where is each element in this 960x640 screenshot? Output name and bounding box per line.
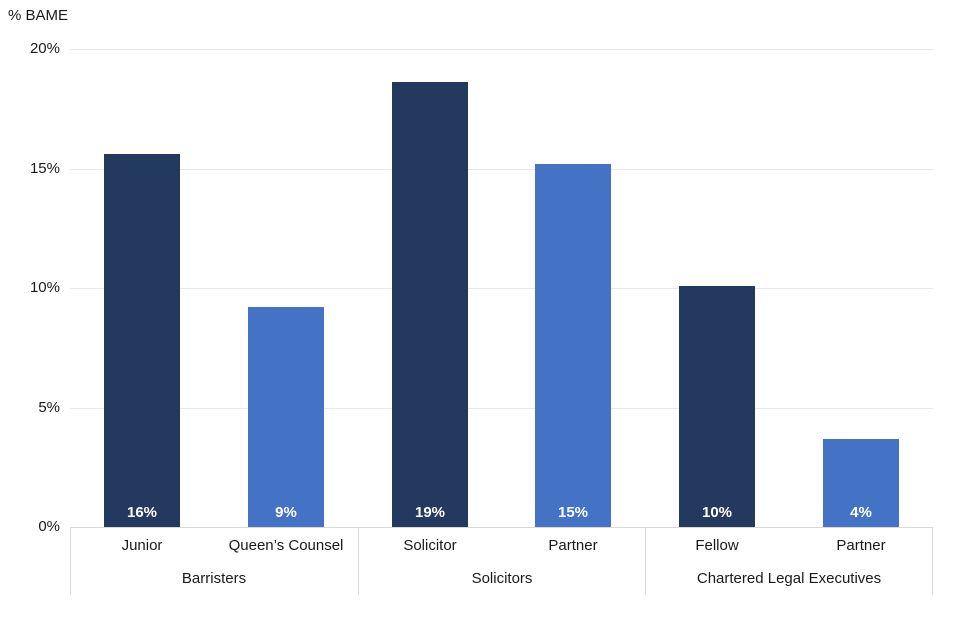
bar-data-label: 10% <box>701 504 733 521</box>
x-category-label-solicitor: Solicitor <box>403 537 457 554</box>
x-category-label-partner: Partner <box>836 537 886 554</box>
bar-solicitors-solicitor: 19% <box>392 82 468 527</box>
bar-data-label: 9% <box>275 504 297 521</box>
bar-data-label: 19% <box>414 504 446 521</box>
bar-chartered-legal-executives-fellow: 10% <box>679 286 755 527</box>
category-divider <box>645 528 646 595</box>
x-category-label-junior: Junior <box>121 537 163 554</box>
y-tick-label-5: 5% <box>38 399 60 416</box>
category-divider <box>932 528 933 595</box>
y-axis-title: % BAME <box>8 7 69 24</box>
category-divider <box>70 528 71 595</box>
bar-data-label: 4% <box>850 504 872 521</box>
gridline-20% <box>70 49 933 50</box>
y-tick-label-0: 0% <box>38 518 60 535</box>
category-divider <box>358 528 359 595</box>
x-group-label-solicitors: Solicitors <box>471 570 533 587</box>
x-group-label-chartered-legal-executives: Chartered Legal Executives <box>696 570 882 587</box>
x-category-label-queen-s-counsel: Queen’s Counsel <box>228 537 344 554</box>
gridline-5% <box>70 408 933 409</box>
bar-barristers-junior: 16% <box>104 154 180 527</box>
gridline-15% <box>70 169 933 170</box>
y-tick-label-15: 15% <box>29 160 60 177</box>
x-category-label-partner: Partner <box>548 537 598 554</box>
gridline-10% <box>70 288 933 289</box>
y-tick-label-20: 20% <box>29 40 60 57</box>
bar-barristers-queen-s-counsel: 9% <box>248 307 324 527</box>
plot-area: 16% 9% 19% 15% 10% 4% <box>70 49 933 527</box>
x-category-label-fellow: Fellow <box>695 537 739 554</box>
bar-data-label: 15% <box>557 504 589 521</box>
x-group-label-barristers: Barristers <box>181 570 247 587</box>
bar-chartered-legal-executives-partner: 4% <box>823 439 899 527</box>
bar-solicitors-partner: 15% <box>535 164 611 527</box>
bar-data-label: 16% <box>126 504 158 521</box>
x-axis: Junior Queen’s Counsel Barristers Solicitor… <box>70 527 933 595</box>
y-tick-label-10: 10% <box>29 279 60 296</box>
